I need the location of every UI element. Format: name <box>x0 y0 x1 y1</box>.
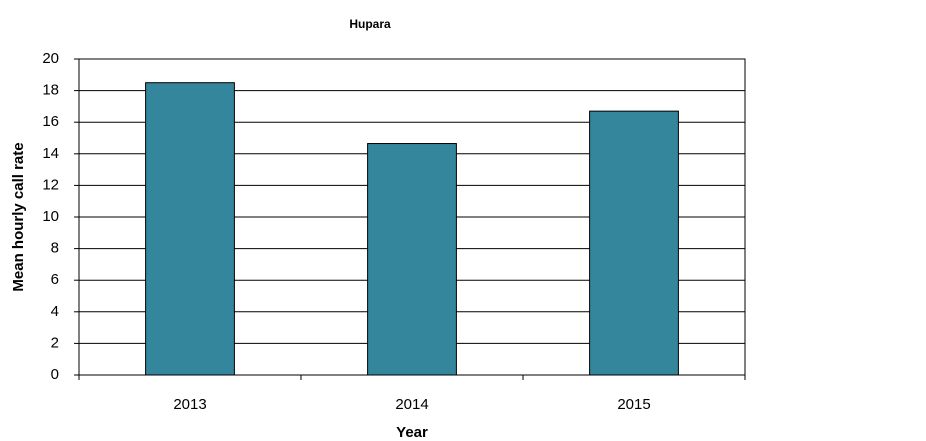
x-tick-label: 2015 <box>617 396 650 413</box>
y-tick-label: 10 <box>42 208 59 225</box>
y-tick-label: 8 <box>51 240 59 257</box>
y-tick-label: 18 <box>42 82 59 99</box>
bar <box>589 110 679 376</box>
y-tick-label: 16 <box>42 113 59 130</box>
y-axis-label: Mean hourly call rate <box>10 142 27 291</box>
x-tick-label: 2014 <box>395 396 428 413</box>
x-tick-label: 2013 <box>173 396 206 413</box>
bar <box>367 143 457 376</box>
y-tick-label: 0 <box>51 366 59 383</box>
y-tick-label: 14 <box>42 145 59 162</box>
y-tick-label: 2 <box>51 334 59 351</box>
y-tick-label: 4 <box>51 303 59 320</box>
x-axis-label: Year <box>396 424 428 441</box>
chart-title: Hupara <box>349 17 391 31</box>
y-tick-label: 6 <box>51 271 59 288</box>
bar <box>145 82 235 376</box>
y-tick-label: 12 <box>42 176 59 193</box>
y-tick-label: 20 <box>42 50 59 67</box>
